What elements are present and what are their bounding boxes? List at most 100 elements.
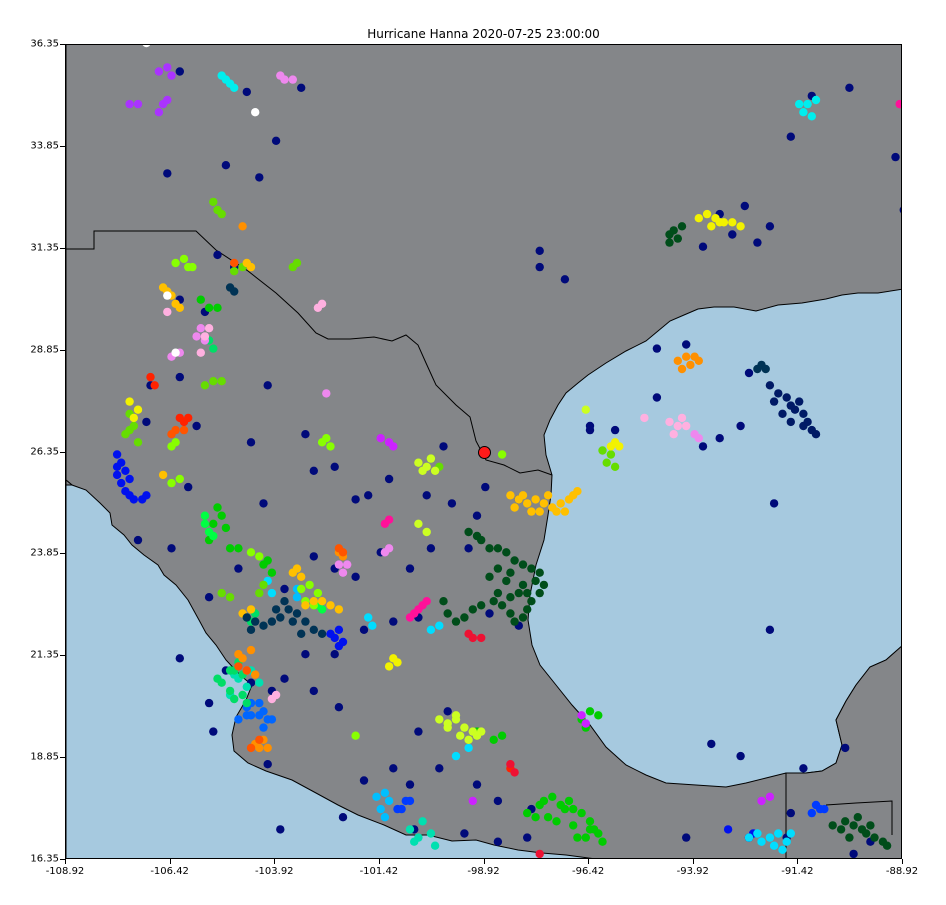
y-tick-mark bbox=[60, 757, 65, 759]
y-tick-label: 28.85 bbox=[30, 344, 59, 356]
scatter-point bbox=[451, 617, 461, 626]
scatter-point bbox=[171, 258, 180, 268]
scatter-point bbox=[397, 804, 406, 814]
scatter-point bbox=[744, 833, 754, 842]
scatter-point bbox=[460, 613, 469, 622]
scatter-point bbox=[171, 348, 180, 357]
scatter-point bbox=[518, 560, 528, 569]
scatter-point bbox=[765, 792, 775, 801]
scatter-point bbox=[280, 597, 289, 606]
scatter-point bbox=[393, 658, 402, 667]
scatter-point bbox=[372, 792, 381, 801]
scatter-point bbox=[702, 209, 712, 219]
scatter-point bbox=[799, 108, 808, 117]
y-tick-label: 16.35 bbox=[30, 853, 59, 865]
scatter-point bbox=[811, 95, 821, 105]
scatter-point bbox=[472, 731, 482, 740]
scatter-point bbox=[230, 267, 239, 276]
x-tick-label: -96.42 bbox=[572, 866, 605, 877]
x-tick-mark bbox=[483, 859, 485, 864]
scatter-point bbox=[543, 491, 553, 500]
scatter-point bbox=[225, 686, 235, 696]
scatter-point bbox=[255, 698, 264, 708]
scatter-point bbox=[552, 507, 561, 516]
scatter-point bbox=[200, 511, 210, 520]
scatter-point bbox=[640, 413, 649, 423]
scatter-point bbox=[795, 397, 804, 406]
scatter-point bbox=[456, 731, 465, 740]
scatter-point bbox=[564, 796, 574, 806]
scatter-point bbox=[870, 833, 879, 842]
scatter-point bbox=[280, 75, 289, 84]
scatter-point bbox=[225, 593, 235, 602]
scatter-point bbox=[384, 796, 394, 806]
scatter-point bbox=[765, 625, 775, 634]
scatter-point bbox=[673, 421, 682, 431]
scatter-point bbox=[234, 564, 243, 573]
scatter-point bbox=[506, 760, 515, 769]
scatter-point bbox=[698, 442, 708, 451]
scatter-point bbox=[426, 544, 436, 553]
scatter-point bbox=[259, 580, 268, 590]
scatter-point bbox=[765, 222, 775, 231]
scatter-point bbox=[414, 727, 423, 736]
x-tick-mark bbox=[378, 859, 380, 864]
scatter-point bbox=[502, 576, 511, 586]
scatter-point bbox=[163, 169, 172, 178]
scatter-point bbox=[468, 605, 477, 614]
scatter-point bbox=[179, 425, 189, 435]
scatter-point bbox=[598, 837, 607, 846]
scatter-point bbox=[782, 837, 791, 846]
scatter-point bbox=[234, 544, 243, 553]
scatter-point bbox=[774, 829, 783, 838]
scatter-point bbox=[280, 674, 289, 683]
scatter-point bbox=[405, 796, 415, 806]
scatter-point bbox=[493, 564, 503, 573]
scatter-point bbox=[828, 821, 837, 830]
scatter-point bbox=[531, 813, 540, 822]
scatter-point bbox=[669, 226, 678, 235]
scatter-point bbox=[472, 780, 482, 789]
scatter-point bbox=[297, 83, 306, 92]
chart-title: Hurricane Hanna 2020-07-25 23:00:00 bbox=[367, 27, 600, 41]
scatter-point bbox=[477, 601, 486, 610]
scatter-point bbox=[673, 234, 682, 243]
scatter-point bbox=[439, 442, 448, 451]
x-tick-mark bbox=[65, 859, 66, 864]
scatter-point bbox=[242, 87, 251, 97]
scatter-point bbox=[518, 491, 528, 500]
scatter-point bbox=[435, 764, 444, 773]
scatter-point bbox=[535, 800, 544, 810]
scatter-point bbox=[514, 588, 523, 598]
scatter-point bbox=[518, 613, 528, 622]
scatter-point bbox=[288, 617, 297, 626]
scatter-point bbox=[523, 605, 532, 614]
scatter-point bbox=[242, 613, 251, 622]
scatter-point bbox=[117, 458, 126, 467]
scatter-point bbox=[799, 421, 808, 431]
scatter-point bbox=[255, 173, 264, 182]
scatter-point bbox=[510, 617, 519, 626]
scatter-point bbox=[317, 597, 327, 606]
scatter-point bbox=[820, 804, 829, 814]
scatter-point bbox=[477, 535, 486, 545]
scatter-point bbox=[158, 283, 168, 292]
scatter-point bbox=[481, 482, 490, 492]
scatter-point bbox=[414, 519, 423, 528]
scatter-point bbox=[606, 450, 616, 459]
scatter-point bbox=[443, 723, 452, 732]
scatter-point bbox=[217, 377, 226, 386]
scatter-point bbox=[384, 662, 394, 671]
scatter-point bbox=[163, 307, 172, 317]
y-tick-mark bbox=[60, 349, 65, 351]
scatter-point bbox=[317, 605, 327, 614]
scatter-point bbox=[142, 417, 151, 427]
scatter-point bbox=[263, 743, 272, 753]
scatter-point bbox=[594, 711, 603, 720]
scatter-point bbox=[853, 813, 862, 822]
y-tick-mark bbox=[60, 553, 65, 555]
scatter-point bbox=[175, 303, 184, 312]
scatter-point bbox=[510, 556, 519, 565]
scatter-point bbox=[259, 499, 268, 508]
scatter-point bbox=[430, 466, 440, 475]
